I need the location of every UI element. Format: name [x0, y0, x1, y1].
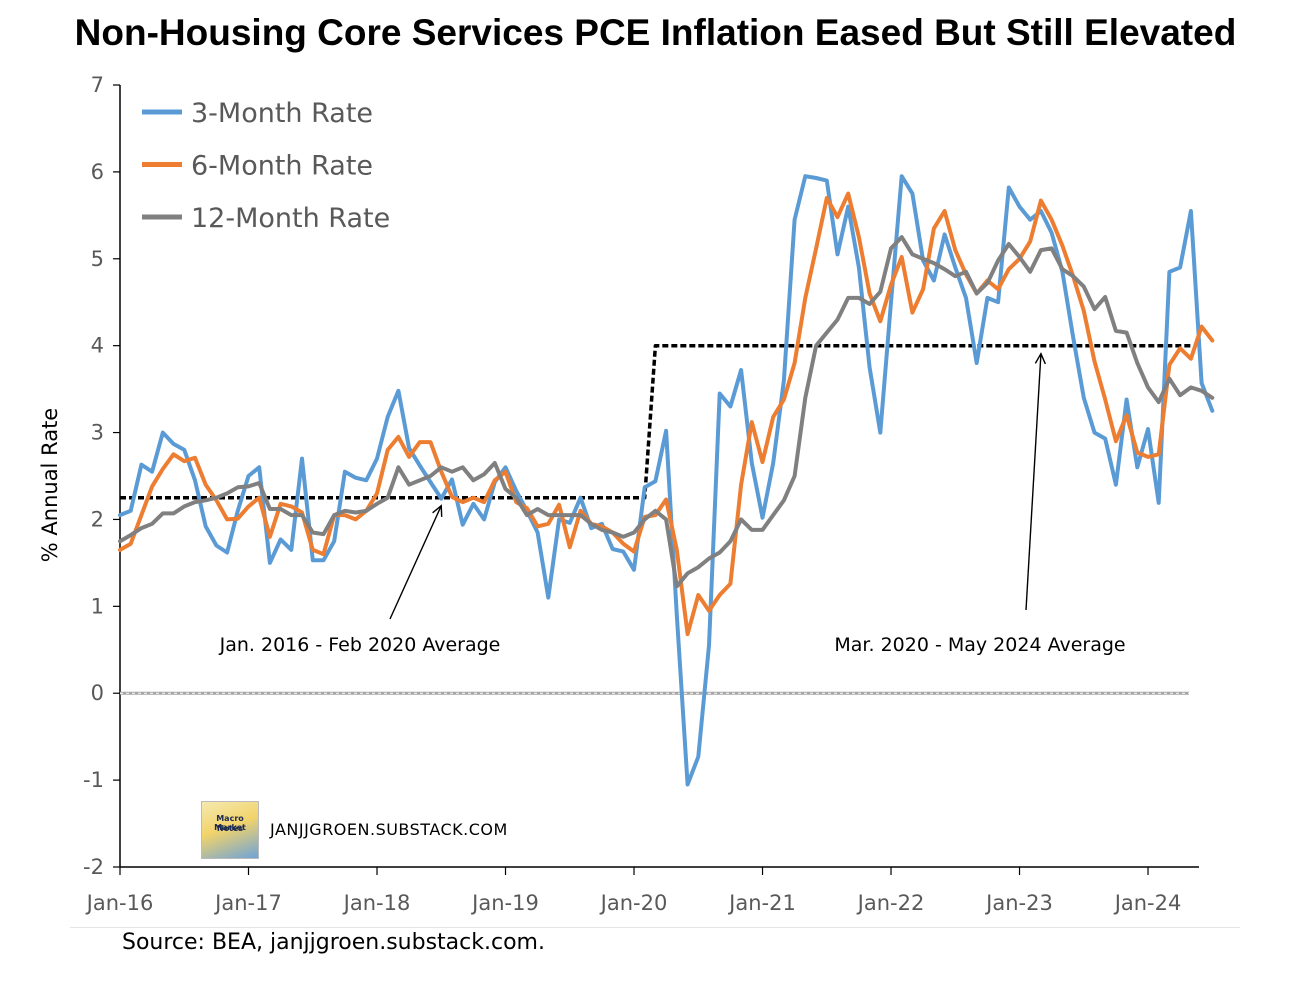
watermark-text: JANJJGROEN.SUBSTACK.COM	[270, 820, 508, 839]
annotations: Jan. 2016 - Feb 2020 Average Mar. 2020 - …	[219, 352, 1126, 656]
y-tick-label: -1	[83, 768, 104, 792]
x-tick-label: Jan-16	[85, 891, 154, 915]
x-tick-label: Jan-24	[1113, 891, 1182, 915]
chart-title: Non-Housing Core Services PCE Inflation …	[74, 12, 1237, 53]
annotation-label: Jan. 2016 - Feb 2020 Average	[219, 634, 501, 656]
annotation-arrow	[1025, 353, 1042, 611]
logo-text-line-2: Notes	[216, 824, 244, 833]
annotation-arrowhead	[1034, 352, 1046, 365]
y-tick-label: 6	[91, 160, 104, 184]
logo-text-line-1: Macro Market	[214, 814, 246, 832]
x-tick-label: Jan-18	[342, 891, 411, 915]
y-axis-label: % Annual Rate	[38, 408, 62, 562]
y-tick-label: 7	[91, 73, 104, 97]
series-line-12-month-rate	[118, 235, 1215, 589]
source-note: Source: BEA, janjjgroen.substack.com.	[122, 930, 545, 955]
y-tick-label: -2	[83, 855, 104, 879]
x-tick-label: Jan-20	[599, 891, 668, 915]
series-line-6-month-rate	[118, 191, 1215, 637]
legend: 3-Month Rate 6-Month Rate 12-Month Rate	[142, 98, 390, 234]
macro-market-notes-logo: Macro Market Notes	[201, 801, 259, 859]
x-tick-label: Jan-19	[470, 891, 539, 915]
footer-divider	[70, 927, 1240, 928]
annotation-label: Mar. 2020 - May 2024 Average	[834, 634, 1125, 656]
axes: -2 -1 0 1 2 3 4 5 6 7 Jan-16 Jan-17 Jan-18 Jan-19 Jan-…	[83, 73, 1199, 915]
y-tick-label: 2	[91, 507, 104, 531]
annotation-arrowhead	[432, 504, 443, 517]
y-tick-label: 0	[91, 681, 104, 705]
series-line-3-month-rate	[118, 174, 1215, 787]
reference-lines	[120, 343, 1191, 695]
series-lines	[118, 174, 1215, 787]
x-tick-label: Jan-22	[856, 891, 925, 915]
legend-label-3-month-rate: 3-Month Rate	[191, 98, 373, 129]
x-tick-label: Jan-21	[727, 891, 796, 915]
annotation-arrow	[389, 505, 442, 620]
series-line-jan-2016-feb-2020-average	[120, 343, 1191, 500]
y-tick-label: 3	[91, 421, 104, 445]
y-tick-label: 5	[91, 247, 104, 271]
y-tick-label: 1	[91, 594, 104, 618]
legend-label-12-month-rate: 12-Month Rate	[191, 203, 390, 234]
x-tick-label: Jan-23	[984, 891, 1053, 915]
x-tick-label: Jan-17	[213, 891, 282, 915]
legend-label-6-month-rate: 6-Month Rate	[191, 151, 373, 182]
y-tick-label: 4	[91, 334, 104, 358]
